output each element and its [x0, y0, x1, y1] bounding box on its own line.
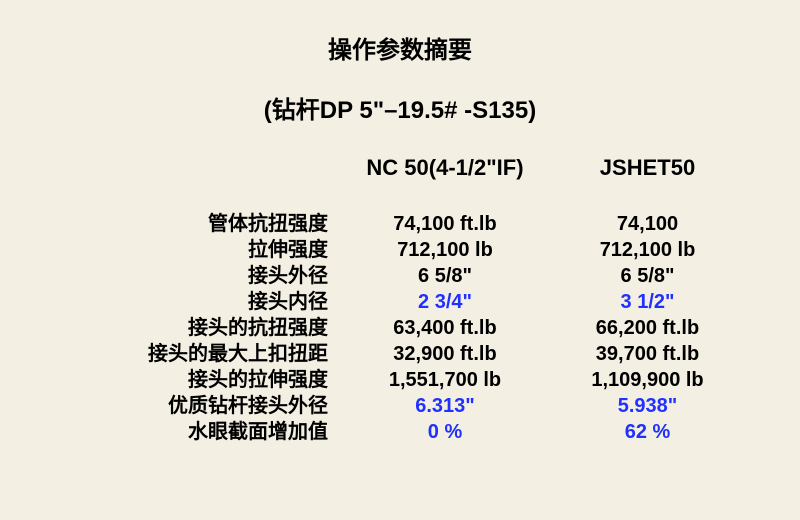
row-value-col2: 1,109,900 lb [550, 367, 745, 393]
table-row: 接头的最大上扣扭距32,900 ft.lb39,700 ft.lb [0, 341, 800, 367]
table-row: 拉伸强度712,100 lb712,100 lb [0, 237, 800, 263]
row-value-col2: 6 5/8" [550, 263, 745, 289]
row-value-col1: 63,400 ft.lb [340, 315, 550, 341]
row-value-col1: 1,551,700 lb [340, 367, 550, 393]
row-value-col1: 2 3/4" [340, 289, 550, 315]
row-label: 水眼截面增加值 [0, 419, 340, 445]
row-value-col1: 6 5/8" [340, 263, 550, 289]
row-label: 接头外径 [0, 263, 340, 289]
table-body: 管体抗扭强度74,100 ft.lb74,100拉伸强度712,100 lb71… [0, 211, 800, 445]
row-value-col2: 39,700 ft.lb [550, 341, 745, 367]
row-label: 优质钻杆接头外径 [0, 393, 340, 419]
row-value-col2: 66,200 ft.lb [550, 315, 745, 341]
table-row: 管体抗扭强度74,100 ft.lb74,100 [0, 211, 800, 237]
row-value-col1: 6.313" [340, 393, 550, 419]
row-value-col2: 3 1/2" [550, 289, 745, 315]
row-value-col1: 32,900 ft.lb [340, 341, 550, 367]
row-label: 接头的抗扭强度 [0, 315, 340, 341]
row-value-col2: 5.938" [550, 393, 745, 419]
row-label: 管体抗扭强度 [0, 211, 340, 237]
row-label: 接头内径 [0, 289, 340, 315]
row-value-col1: 74,100 ft.lb [340, 211, 550, 237]
row-label: 拉伸强度 [0, 237, 340, 263]
table-header: NC 50(4-1/2"IF) JSHET50 [0, 155, 800, 181]
table-row: 水眼截面增加值0 %62 % [0, 419, 800, 445]
row-value-col1: 0 % [340, 419, 550, 445]
row-value-col1: 712,100 lb [340, 237, 550, 263]
header-label-spacer [0, 155, 340, 181]
row-label: 接头的拉伸强度 [0, 367, 340, 393]
page-title: 操作参数摘要 [0, 0, 800, 65]
table-row: 优质钻杆接头外径6.313"5.938" [0, 393, 800, 419]
column-header-2: JSHET50 [550, 155, 745, 181]
table-row: 接头的拉伸强度1,551,700 lb1,109,900 lb [0, 367, 800, 393]
table-row: 接头外径6 5/8"6 5/8" [0, 263, 800, 289]
row-value-col2: 712,100 lb [550, 237, 745, 263]
row-value-col2: 62 % [550, 419, 745, 445]
column-header-1: NC 50(4-1/2"IF) [340, 155, 550, 181]
page-subtitle: (钻杆DP 5"–19.5# -S135) [0, 65, 800, 125]
row-label: 接头的最大上扣扭距 [0, 341, 340, 367]
row-value-col2: 74,100 [550, 211, 745, 237]
table-row: 接头的抗扭强度63,400 ft.lb66,200 ft.lb [0, 315, 800, 341]
table-row: 接头内径2 3/4"3 1/2" [0, 289, 800, 315]
